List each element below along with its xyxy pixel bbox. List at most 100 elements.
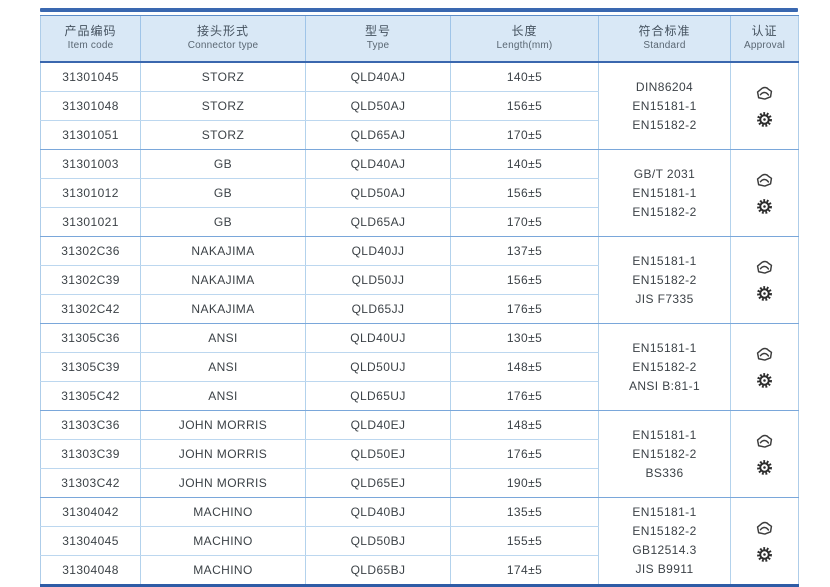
cell-standards: DIN86204 EN15181-1 EN15182-2 <box>598 62 731 150</box>
cell-length: 156±5 <box>450 265 599 295</box>
cell-connector-type: JOHN MORRIS <box>140 410 306 440</box>
approval-icons <box>731 433 798 476</box>
table-body: 31301045 STORZ QLD40AJ 140±5 DIN86204 EN15181… <box>40 62 799 586</box>
cell-item-code: 31303C42 <box>40 468 141 498</box>
cell-length: 176±5 <box>450 381 599 411</box>
header-approval-zh: 认证 <box>751 24 778 38</box>
cell-connector-type: JOHN MORRIS <box>140 468 306 498</box>
cell-item-code: 31302C36 <box>40 236 141 266</box>
cell-length: 176±5 <box>450 294 599 324</box>
header-type-zh: 型号 <box>364 24 391 38</box>
approval-icons <box>731 346 798 389</box>
cell-connector-type: MACHINO <box>140 526 306 556</box>
cell-type: QLD65BJ <box>305 555 451 586</box>
standard-line: EN15182-2 <box>632 446 697 461</box>
cell-type: QLD40JJ <box>305 236 451 266</box>
cell-type: QLD65AJ <box>305 120 451 150</box>
cell-length: 140±5 <box>450 62 599 92</box>
standard-line: DIN86204 <box>635 79 694 94</box>
table-row: 31303C36 JOHN MORRIS QLD40EJ 148±5 EN15181-1… <box>40 410 799 498</box>
table-row: 31302C42 NAKAJIMA QLD65JJ 176±5 <box>40 294 799 324</box>
certification-stamp-icon <box>755 85 774 102</box>
cell-type: QLD40EJ <box>305 410 451 440</box>
standard-line: EN15181-1 <box>632 98 697 113</box>
cell-item-code: 31301003 <box>40 149 141 179</box>
header-item-code-zh: 产品编码 <box>64 24 117 38</box>
cell-item-code: 31301048 <box>40 91 141 121</box>
header-length: 长度 Length(mm) <box>450 15 599 63</box>
table-row: 31305C39 ANSI QLD50UJ 148±5 <box>40 352 799 382</box>
cell-connector-type: NAKAJIMA <box>140 265 306 295</box>
header-type: 型号 Type <box>305 15 451 63</box>
cell-length: 170±5 <box>450 120 599 150</box>
cell-length: 148±5 <box>450 410 599 440</box>
wheel-mark-icon <box>756 546 773 563</box>
table-row: 31304048 MACHINO QLD65BJ 174±5 <box>40 555 799 586</box>
wheel-mark-icon <box>756 285 773 302</box>
cell-type: QLD50JJ <box>305 265 451 295</box>
header-connector-type: 接头形式 Connector type <box>140 15 306 63</box>
cell-approval <box>730 236 799 324</box>
header-approval-en: Approval <box>743 40 786 51</box>
cell-length: 190±5 <box>450 468 599 498</box>
cell-type: QLD65EJ <box>305 468 451 498</box>
table-row: 31301045 STORZ QLD40AJ 140±5 DIN86204 EN15181… <box>40 62 799 150</box>
cell-standards: EN15181-1 EN15182-2 JIS F7335 <box>598 236 731 324</box>
table-row: 31301003 GB QLD40AJ 140±5 GB/T 2031 EN15181-1… <box>40 149 799 237</box>
standard-line: EN15182-2 <box>632 524 697 538</box>
cell-standards: EN15181-1 EN15182-2 ANSI B:81-1 <box>598 323 731 411</box>
standard-line: EN15182-2 <box>632 117 697 132</box>
certification-stamp-icon <box>755 433 774 450</box>
cell-item-code: 31304048 <box>40 555 141 586</box>
approval-icons <box>731 172 798 215</box>
cell-item-code: 31304045 <box>40 526 141 556</box>
cell-connector-type: STORZ <box>140 120 306 150</box>
cell-type: QLD50AJ <box>305 91 451 121</box>
table-row: 31302C39 NAKAJIMA QLD50JJ 156±5 <box>40 265 799 295</box>
cell-length: 174±5 <box>450 555 599 586</box>
cell-connector-type: MACHINO <box>140 497 306 527</box>
cell-length: 156±5 <box>450 178 599 208</box>
standard-line: EN15181-1 <box>632 185 697 200</box>
standard-line: EN15182-2 <box>632 272 697 287</box>
cell-type: QLD50UJ <box>305 352 451 382</box>
cell-connector-type: ANSI <box>140 352 306 382</box>
cell-connector-type: STORZ <box>140 91 306 121</box>
standard-line: JIS B9911 <box>635 562 694 576</box>
cell-item-code: 31303C39 <box>40 439 141 469</box>
table-top-rule <box>40 8 798 12</box>
cell-approval <box>730 410 799 498</box>
cell-connector-type: ANSI <box>140 323 306 353</box>
cell-item-code: 31305C36 <box>40 323 141 353</box>
standard-line: BS336 <box>645 465 684 480</box>
table-row: 31304045 MACHINO QLD50BJ 155±5 <box>40 526 799 556</box>
cell-item-code: 31301051 <box>40 120 141 150</box>
header-item-code: 产品编码 Item code <box>40 15 141 63</box>
wheel-mark-icon <box>756 198 773 215</box>
cell-type: QLD65AJ <box>305 207 451 237</box>
cell-approval <box>730 497 799 586</box>
cell-item-code: 31301021 <box>40 207 141 237</box>
header-connector-type-zh: 接头形式 <box>196 24 249 38</box>
coupling-table: 产品编码 Item code 接头形式 Connector type 型号 Ty… <box>40 15 799 587</box>
cell-type: QLD65JJ <box>305 294 451 324</box>
cell-connector-type: GB <box>140 149 306 179</box>
cell-length: 156±5 <box>450 91 599 121</box>
cell-connector-type: NAKAJIMA <box>140 236 306 266</box>
standard-line: ANSI B:81-1 <box>628 378 701 393</box>
product-spec-table: 产品编码 Item code 接头形式 Connector type 型号 Ty… <box>40 8 799 587</box>
cell-type: QLD40AJ <box>305 149 451 179</box>
standard-line: EN15182-2 <box>632 204 697 219</box>
header-standard: 符合标准 Standard <box>598 15 731 63</box>
approval-icons <box>731 520 798 563</box>
header-length-zh: 长度 <box>511 24 538 38</box>
cell-length: 130±5 <box>450 323 599 353</box>
standard-line: EN15182-2 <box>632 359 697 374</box>
cell-connector-type: GB <box>140 178 306 208</box>
standard-line: EN15181-1 <box>632 253 697 268</box>
cell-item-code: 31303C36 <box>40 410 141 440</box>
cell-type: QLD40AJ <box>305 62 451 92</box>
table-row: 31304042 MACHINO QLD40BJ 135±5 EN15181-1 EN15… <box>40 497 799 586</box>
table-row: 31305C42 ANSI QLD65UJ 176±5 <box>40 381 799 411</box>
table-row: 31301051 STORZ QLD65AJ 170±5 <box>40 120 799 150</box>
